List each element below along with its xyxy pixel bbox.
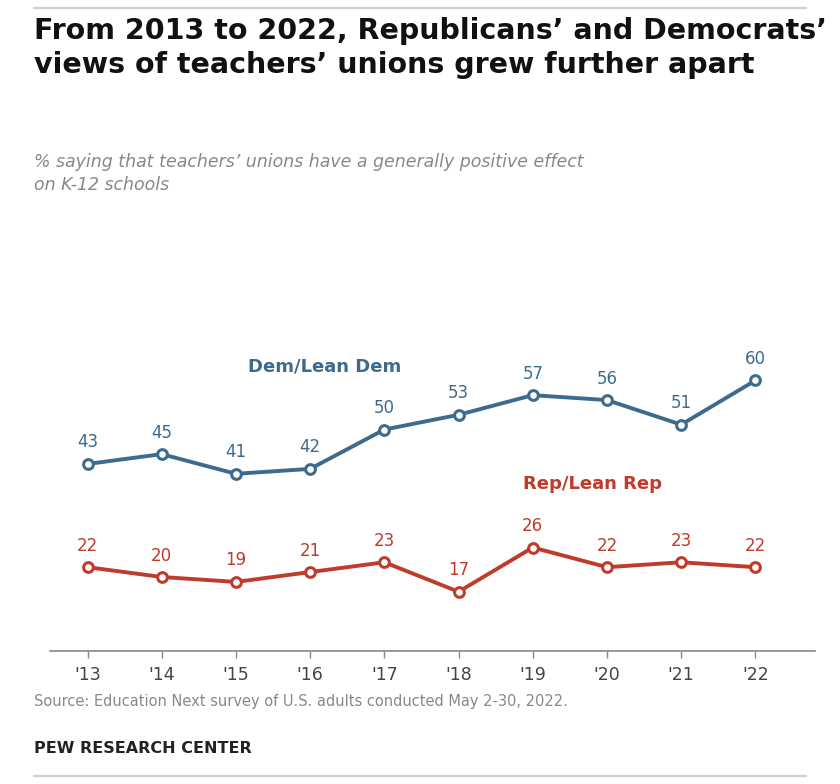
Text: PEW RESEARCH CENTER: PEW RESEARCH CENTER (34, 741, 251, 756)
Text: 53: 53 (448, 384, 469, 402)
Text: 45: 45 (151, 423, 172, 441)
Text: 51: 51 (670, 394, 692, 412)
Text: 26: 26 (522, 517, 543, 535)
Text: 43: 43 (77, 434, 98, 452)
Text: 60: 60 (745, 350, 766, 368)
Text: 57: 57 (522, 365, 543, 383)
Text: 21: 21 (300, 542, 321, 560)
Text: Source: Education Next survey of U.S. adults conducted May 2-30, 2022.: Source: Education Next survey of U.S. ad… (34, 694, 568, 709)
Text: 22: 22 (77, 537, 98, 554)
Text: 56: 56 (596, 369, 617, 387)
Text: 20: 20 (151, 546, 172, 564)
Text: % saying that teachers’ unions have a generally positive effect
on K-12 schools: % saying that teachers’ unions have a ge… (34, 153, 583, 194)
Text: 19: 19 (225, 551, 246, 569)
Text: 23: 23 (374, 532, 395, 550)
Text: 23: 23 (670, 532, 692, 550)
Text: 50: 50 (374, 399, 395, 417)
Text: 22: 22 (596, 537, 617, 554)
Text: Rep/Lean Rep: Rep/Lean Rep (522, 475, 662, 493)
Text: 41: 41 (225, 443, 246, 461)
Text: 42: 42 (300, 438, 321, 456)
Text: From 2013 to 2022, Republicans’ and Democrats’
views of teachers’ unions grew fu: From 2013 to 2022, Republicans’ and Demo… (34, 17, 827, 78)
Text: 17: 17 (448, 561, 469, 579)
Text: Dem/Lean Dem: Dem/Lean Dem (249, 358, 402, 376)
Text: 22: 22 (745, 537, 766, 554)
